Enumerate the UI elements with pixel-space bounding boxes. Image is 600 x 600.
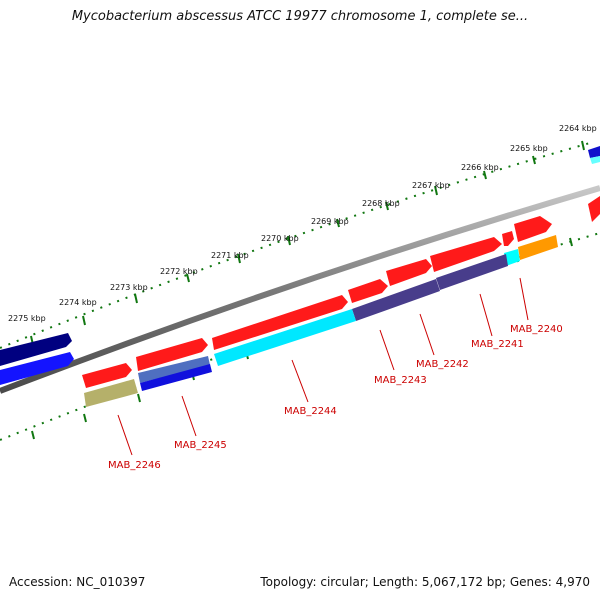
kbp-labels: 2264 kbp 2265 kbp 2266 kbp 2267 kbp 2268… bbox=[8, 124, 597, 323]
feature-red-arrow-6 bbox=[212, 295, 348, 350]
feature-olive bbox=[84, 379, 138, 407]
feature-red-arrow-1 bbox=[514, 216, 552, 242]
accession-text: Accession: NC_010397 bbox=[9, 575, 146, 589]
feature-steel bbox=[138, 356, 210, 383]
feature-cyan-topright bbox=[590, 156, 600, 164]
feature-slate-1 bbox=[436, 254, 508, 290]
feature-blue-rev bbox=[140, 364, 212, 391]
gene-label: MAB_2241 bbox=[471, 339, 524, 350]
gene-label: MAB_2240 bbox=[510, 324, 563, 335]
feature-navy-topright bbox=[588, 146, 600, 158]
feature-cyan-long bbox=[214, 309, 356, 366]
gene-label: MAB_2242 bbox=[416, 359, 469, 370]
feature-red-arrow-3 bbox=[430, 237, 502, 272]
kbp-label: 2264 kbp bbox=[559, 124, 597, 133]
feature-red-arrow-4 bbox=[386, 259, 432, 286]
kbp-label: 2266 kbp bbox=[461, 163, 499, 172]
kbp-label: 2267 kbp bbox=[412, 181, 450, 190]
feature-navy-left bbox=[0, 333, 72, 366]
kbp-label: 2265 kbp bbox=[510, 144, 548, 153]
kbp-label: 2270 kbp bbox=[261, 234, 299, 243]
reverse-features bbox=[84, 235, 558, 407]
gene-label: MAB_2243 bbox=[374, 375, 427, 386]
gene-labels: MAB_2240 MAB_2241 MAB_2242 MAB_2243 MAB_… bbox=[108, 324, 563, 471]
map-title: Mycobacterium abscessus ATCC 19977 chrom… bbox=[71, 9, 529, 24]
gene-label: MAB_2245 bbox=[174, 440, 227, 451]
feature-cyan-small bbox=[504, 249, 520, 266]
kbp-label: 2271 kbp bbox=[211, 251, 249, 260]
gene-leader-lines bbox=[117, 277, 529, 456]
gene-label: MAB_2244 bbox=[284, 406, 337, 417]
feature-red-arrow-5 bbox=[348, 279, 388, 303]
gene-label: MAB_2246 bbox=[108, 460, 161, 471]
genome-backbone bbox=[0, 185, 600, 394]
kbp-label: 2269 kbp bbox=[311, 217, 349, 226]
kbp-label: 2272 kbp bbox=[160, 267, 198, 276]
feature-red-topright bbox=[588, 196, 600, 222]
feature-blue-left bbox=[0, 352, 74, 385]
kbp-label: 2268 kbp bbox=[362, 199, 400, 208]
feature-red-arrow-2 bbox=[502, 231, 514, 246]
genome-summary-text: Topology: circular; Length: 5,067,172 bp… bbox=[260, 575, 590, 589]
feature-red-arrow-7 bbox=[136, 338, 208, 371]
feature-orange bbox=[518, 235, 558, 260]
feature-slate-2 bbox=[352, 279, 440, 321]
kbp-label: 2273 kbp bbox=[110, 283, 148, 292]
feature-red-arrow-8 bbox=[82, 363, 132, 388]
kbp-label: 2274 kbp bbox=[59, 298, 97, 307]
forward-features bbox=[0, 146, 600, 388]
kbp-label: 2275 kbp bbox=[8, 314, 46, 323]
